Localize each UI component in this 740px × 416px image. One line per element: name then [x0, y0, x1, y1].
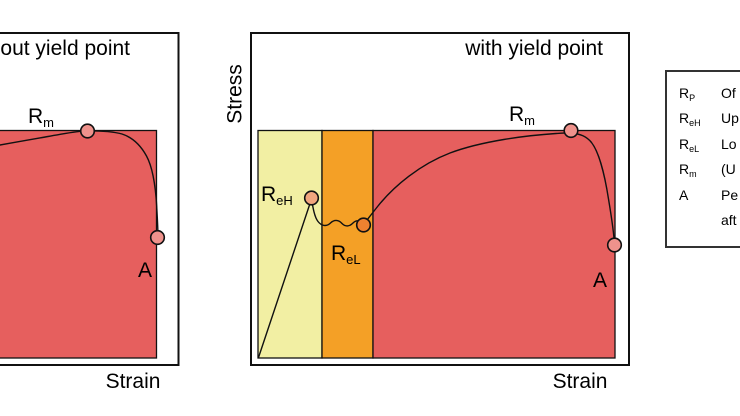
legend-text: Lo: [721, 135, 737, 152]
strain-axis-label-left: Strain: [105, 370, 161, 393]
rel-marker: [355, 217, 372, 233]
legend-row-rel: ReL Lo: [679, 131, 740, 157]
panel-with-yield-point: [250, 32, 630, 366]
reh-label: ReH: [261, 183, 293, 208]
rm-label-right: Rm: [509, 103, 536, 128]
legend-row-continuation: aft: [679, 208, 740, 234]
region-orange: [321, 129, 374, 359]
legend-box: RP Of ReH Up ReL Lo Rm (U A Pe aft: [665, 70, 740, 248]
rm-label-left: Rm: [28, 105, 55, 130]
a-label-right: A: [593, 269, 608, 292]
legend-row-rp: RP Of: [679, 80, 740, 106]
legend-row-rm: Rm (U: [679, 157, 740, 183]
rm-marker-right: [563, 122, 579, 139]
region-yellow: [257, 129, 323, 359]
strain-axis-label-right: Strain: [552, 370, 608, 393]
a-marker-left: [149, 229, 166, 246]
legend-symbol: RP: [679, 84, 696, 103]
panel-without-yield-point: [0, 32, 180, 366]
left-panel-title: out yield point: [0, 37, 130, 60]
rm-marker-left: [79, 123, 96, 139]
legend-text: aft: [721, 212, 737, 229]
stress-strain-curve-left: [0, 130, 159, 238]
a-marker-right: [606, 237, 623, 253]
legend-row-a: A Pe: [679, 182, 740, 208]
legend-symbol: A: [679, 186, 689, 203]
legend-symbol: ReH: [679, 110, 701, 129]
legend-text: (U: [721, 161, 736, 178]
legend-row-reh: ReH Up: [679, 106, 740, 132]
right-panel-title: with yield point: [465, 37, 603, 60]
rel-label: ReL: [331, 242, 361, 267]
region-red-left: [0, 129, 158, 359]
legend-text: Of: [721, 84, 736, 101]
legend-text: Pe: [721, 186, 739, 203]
reh-marker: [303, 190, 320, 206]
legend-symbol: ReL: [679, 135, 700, 154]
a-label-left: A: [138, 259, 153, 282]
stress-strain-curve-right: [257, 132, 616, 358]
region-red-right: [372, 129, 616, 359]
legend-symbol: Rm: [679, 161, 697, 180]
legend-text: Up: [721, 110, 739, 127]
stress-axis-label: Stress: [223, 64, 247, 124]
